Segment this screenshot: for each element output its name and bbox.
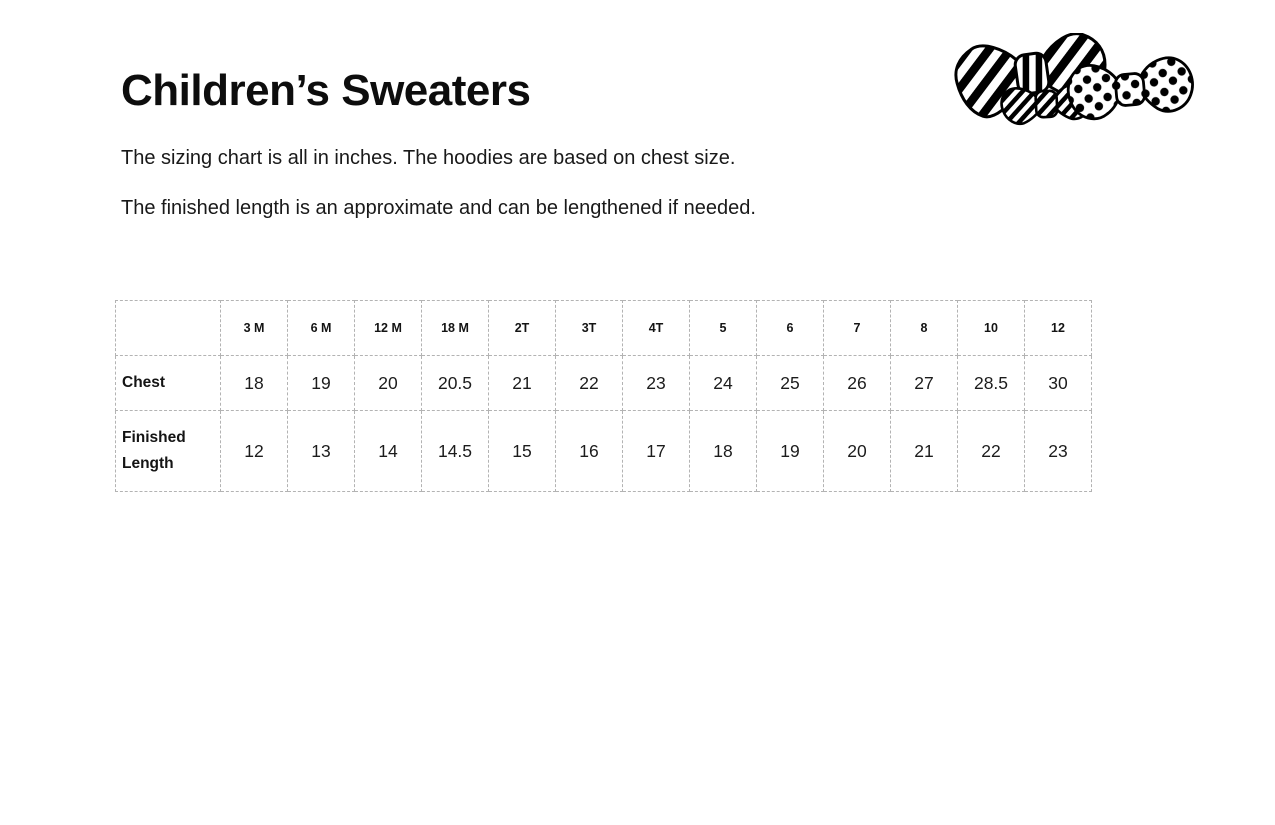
finished-length-row: Finished Length 12 13 14 14.5 15 16 17 1… xyxy=(115,410,1092,492)
size-column-header: 18 M xyxy=(421,300,489,356)
size-column-header: 12 xyxy=(1024,300,1092,356)
size-column-header: 6 M xyxy=(287,300,355,356)
sizing-table: 3 M 6 M 12 M 18 M 2T 3T 4T 5 6 7 8 10 12… xyxy=(115,300,1092,492)
chest-value: 28.5 xyxy=(957,355,1025,411)
size-column-header: 3T xyxy=(555,300,623,356)
size-column-header: 4T xyxy=(622,300,690,356)
chest-value: 24 xyxy=(689,355,757,411)
chest-value: 25 xyxy=(756,355,824,411)
bow-ties-icon xyxy=(954,33,1194,126)
size-column-header: 7 xyxy=(823,300,891,356)
size-column-header: 3 M xyxy=(220,300,288,356)
length-value: 23 xyxy=(1024,410,1092,492)
row-label-finished-length: Finished Length xyxy=(115,410,221,492)
length-value: 19 xyxy=(756,410,824,492)
length-value: 14.5 xyxy=(421,410,489,492)
row-label-chest: Chest xyxy=(115,355,221,411)
page-title: Children’s Sweaters xyxy=(121,66,531,115)
size-column-header: 8 xyxy=(890,300,958,356)
size-column-header: 2T xyxy=(488,300,556,356)
chest-value: 26 xyxy=(823,355,891,411)
length-value: 20 xyxy=(823,410,891,492)
length-value: 13 xyxy=(287,410,355,492)
size-column-header: 5 xyxy=(689,300,757,356)
chest-value: 20.5 xyxy=(421,355,489,411)
chest-row: Chest 18 19 20 20.5 21 22 23 24 25 26 27… xyxy=(115,355,1092,411)
chest-value: 22 xyxy=(555,355,623,411)
length-value: 17 xyxy=(622,410,690,492)
length-value: 21 xyxy=(890,410,958,492)
length-value: 18 xyxy=(689,410,757,492)
length-value: 14 xyxy=(354,410,422,492)
size-column-header: 6 xyxy=(756,300,824,356)
polka-dot-bowtie xyxy=(1066,56,1194,121)
size-column-header: 10 xyxy=(957,300,1025,356)
length-value: 16 xyxy=(555,410,623,492)
length-value: 22 xyxy=(957,410,1025,492)
chest-value: 30 xyxy=(1024,355,1092,411)
corner-cell xyxy=(115,300,221,356)
chest-value: 19 xyxy=(287,355,355,411)
length-value: 12 xyxy=(220,410,288,492)
chest-value: 18 xyxy=(220,355,288,411)
chest-value: 27 xyxy=(890,355,958,411)
intro-text-line-2: The finished length is an approximate an… xyxy=(121,197,756,219)
intro-text-line-1: The sizing chart is all in inches. The h… xyxy=(121,147,736,169)
size-header-row: 3 M 6 M 12 M 18 M 2T 3T 4T 5 6 7 8 10 12 xyxy=(115,300,1092,356)
chest-value: 21 xyxy=(488,355,556,411)
size-column-header: 12 M xyxy=(354,300,422,356)
chest-value: 20 xyxy=(354,355,422,411)
length-value: 15 xyxy=(488,410,556,492)
chest-value: 23 xyxy=(622,355,690,411)
